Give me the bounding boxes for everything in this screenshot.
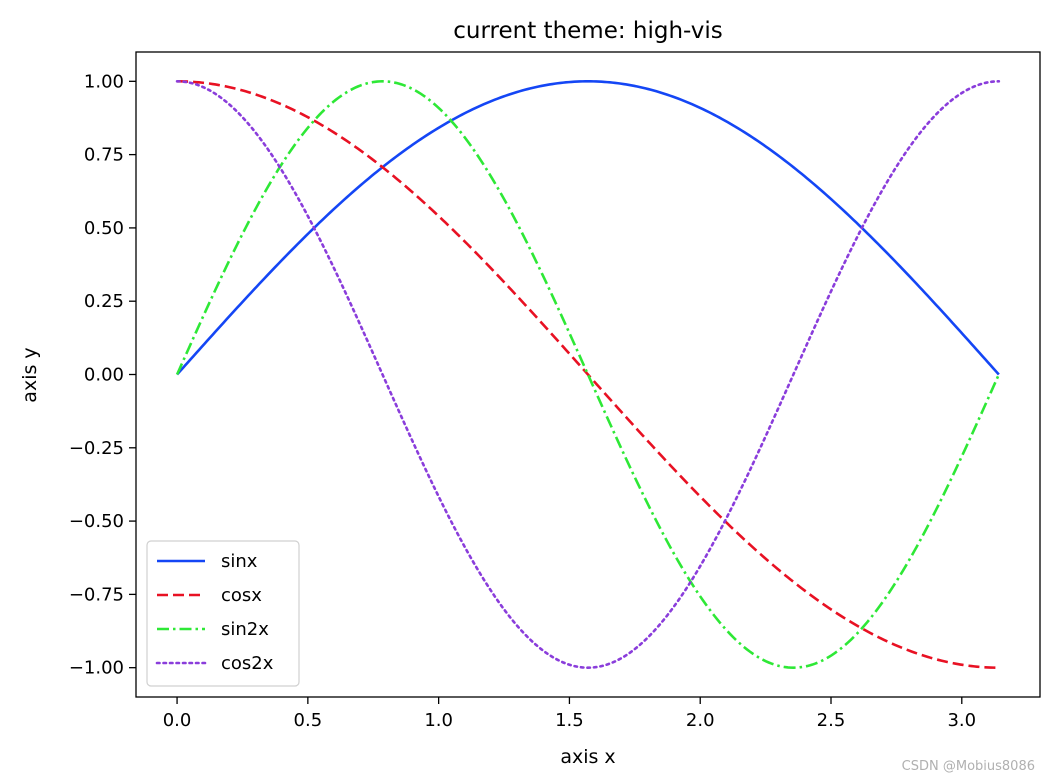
y-tick-label: 1.00 (84, 71, 124, 92)
x-axis-ticks: 0.0 0.5 1.0 1.5 2.0 2.5 3.0 (163, 697, 976, 731)
y-tick-label: −0.75 (69, 584, 124, 605)
chart-title: current theme: high-vis (453, 18, 722, 44)
x-tick-label: 3.0 (947, 710, 976, 731)
legend-label-cos2x: cos2x (221, 653, 274, 674)
y-tick-label: 0.00 (84, 365, 124, 386)
y-tick-label: −0.50 (69, 511, 124, 532)
x-tick-label: 1.5 (555, 710, 584, 731)
series-line-sin2x (175, 80, 1001, 669)
y-tick-label: 0.75 (84, 145, 124, 166)
series-line-cos2x (175, 80, 1001, 669)
legend-box (146, 540, 300, 687)
y-tick-label: 0.25 (84, 291, 124, 312)
x-tick-label: 0.0 (163, 710, 192, 731)
x-tick-label: 0.5 (294, 710, 323, 731)
y-tick-label: −1.00 (69, 658, 124, 679)
x-tick-label: 2.0 (686, 710, 715, 731)
x-tick-label: 1.0 (424, 710, 453, 731)
y-tick-label: 0.50 (84, 218, 124, 239)
x-tick-label: 2.5 (817, 710, 846, 731)
watermark: CSDN @Mobius8086 (901, 759, 1035, 774)
plot-series (175, 80, 1001, 669)
series-line-sinx (176, 80, 1000, 376)
series-line-cosx (177, 80, 999, 669)
y-axis-label: axis y (19, 347, 41, 402)
legend-label-cosx: cosx (221, 585, 262, 606)
x-axis-label: axis x (560, 746, 615, 768)
y-axis-ticks: 1.00 0.75 0.50 0.25 0.00 −0.25 −0.50 −0.75 −1.00 (69, 71, 136, 679)
legend: sinx cosx sin2x cos2x (146, 540, 300, 687)
legend-label-sin2x: sin2x (221, 619, 269, 640)
y-tick-label: −0.25 (69, 438, 124, 459)
legend-label-sinx: sinx (221, 551, 258, 572)
